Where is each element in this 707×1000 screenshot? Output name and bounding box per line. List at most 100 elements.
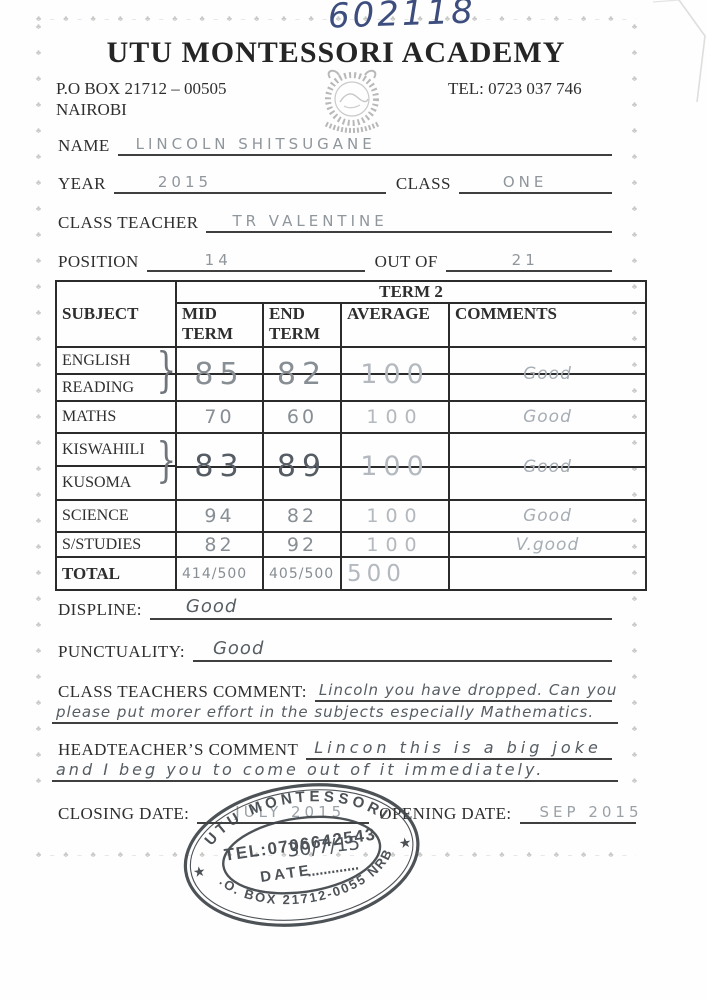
opening-date-line: SEP 2015 xyxy=(519,796,639,824)
head-comment-line2: and I beg you to come out of it immediat… xyxy=(52,754,618,782)
out-of-value: 21 xyxy=(511,251,539,269)
displine-line: Good xyxy=(149,592,612,620)
table-row: MATHS 70 60 100 Good xyxy=(55,400,647,434)
displine-label: DISPLINE: xyxy=(58,600,142,619)
table-row: READING xyxy=(55,373,646,402)
school-crest-icon xyxy=(324,69,380,133)
class-comment-label: CLASS TEACHERS COMMENT: xyxy=(58,682,307,701)
column-header-comments: COMMENTS xyxy=(448,302,647,348)
column-header-end-term: END TERM xyxy=(262,302,342,348)
table-row: ENGLISH } 85 82 100 Good xyxy=(55,344,647,402)
school-po-box: P.O BOX 21712 – 00505 xyxy=(56,79,227,98)
mark-sstudies-average: 100 xyxy=(340,531,450,558)
subject-total: TOTAL xyxy=(55,556,177,591)
stamp-star-right-icon: ★ xyxy=(398,836,413,853)
border-ornament-left: ♣♣♣♣♣♣♣♣♣♣♣♣♣♣♣♣♣♣♣♣♣♣♣♣♣♣♣♣♣♣ xyxy=(34,22,43,802)
table-row: MID TERM END TERM AVERAGE COMMENTS xyxy=(56,302,647,348)
serial-number: 602118 xyxy=(327,0,477,37)
name-label: NAME xyxy=(58,136,110,155)
subject-maths: MATHS xyxy=(55,400,177,434)
class-comment-row2: please put morer effort in the subjects … xyxy=(52,698,618,724)
subject-kusoma: KUSOMA xyxy=(55,465,177,501)
class-teacher-line: TR VALENTINE xyxy=(206,205,612,233)
marks-table: SUBJECT TERM 2 MID TERM END TERM AVERAGE… xyxy=(55,280,647,591)
comment-english-reading: Good xyxy=(448,346,647,402)
class-comment-row: CLASS TEACHERS COMMENT: Lincoln you have… xyxy=(58,674,616,702)
year-class-row: YEAR 2015 CLASS ONE xyxy=(58,168,612,194)
mark-english-reading-average: 100 xyxy=(340,346,450,402)
position-line: 14 xyxy=(146,244,365,272)
mark-kiswahili-kusoma-average: 100 xyxy=(340,432,450,501)
comment-kiswahili-kusoma: Good xyxy=(448,432,647,501)
mark-maths-mid: 70 xyxy=(175,400,264,434)
table-row: SUBJECT TERM 2 xyxy=(55,280,647,348)
subject-kiswahili: KISWAHILI } xyxy=(55,432,177,486)
table-row: S/STUDIES 82 92 100 V.good xyxy=(55,531,647,558)
rubber-stamp: UTU MONTESSORI P.O. BOX 21712-0055 NRB T… xyxy=(162,756,435,951)
out-of-line: 21 xyxy=(445,244,612,272)
school-city: NAIROBI xyxy=(56,100,127,119)
mark-kiswahili-kusoma-mid: 83 xyxy=(175,432,264,501)
mark-english-reading-mid: 85 xyxy=(175,346,264,402)
mark-total-mid: 414/500 xyxy=(175,556,264,591)
mark-kiswahili-kusoma-end: 89 xyxy=(262,432,342,501)
handwritten-brace: } xyxy=(156,432,177,488)
class-line: ONE xyxy=(458,166,612,194)
opening-date-label: OPENING DATE: xyxy=(379,804,512,823)
head-comment-line1: Lincon this is a big joke xyxy=(306,732,612,760)
position-value: 14 xyxy=(204,251,232,269)
name-value: LINCOLN SHITSUGANE xyxy=(135,135,376,153)
head-comment-row: HEADTEACHER’S COMMENT Lincon this is a b… xyxy=(58,734,612,760)
class-teacher-label: CLASS TEACHER xyxy=(58,213,199,232)
subject-sstudies: S/STUDIES xyxy=(55,531,177,558)
table-row: TOTAL 414/500 405/500 500 xyxy=(55,556,647,591)
position-row: POSITION 14 OUT OF 21 xyxy=(58,246,612,272)
name-line: LINCOLN SHITSUGANE xyxy=(117,128,612,156)
subject-english: ENGLISH } xyxy=(55,344,177,396)
year-line: 2015 xyxy=(113,166,386,194)
head-comment-value-line2: and I beg you to come out of it immediat… xyxy=(56,760,545,779)
class-comment-value-line1: Lincoln you have dropped. Can you xyxy=(318,681,618,699)
column-header-average: AVERAGE xyxy=(340,302,450,348)
school-name: UTU MONTESSORI ACADEMY xyxy=(106,36,566,69)
head-comment-row2: and I beg you to come out of it immediat… xyxy=(52,756,618,782)
column-header-subject: SUBJECT xyxy=(55,280,177,348)
mark-sstudies-mid: 82 xyxy=(175,531,264,558)
school-telephone: TEL: 0723 037 746 xyxy=(448,79,582,98)
class-teacher-value: TR VALENTINE xyxy=(232,212,388,230)
class-label: CLASS xyxy=(395,174,451,193)
position-label: POSITION xyxy=(58,252,139,271)
year-label: YEAR xyxy=(58,174,106,193)
comment-maths: Good xyxy=(448,400,647,434)
displine-value: Good xyxy=(185,596,238,617)
mark-maths-average: 100 xyxy=(340,400,450,434)
punctuality-row: PUNCTUALITY: Good xyxy=(58,636,612,662)
punctuality-line: Good xyxy=(192,634,612,662)
displine-row: DISPLINE: Good xyxy=(58,594,612,620)
mark-total-average: 500 xyxy=(340,556,450,591)
head-comment-label: HEADTEACHER’S COMMENT xyxy=(58,740,299,759)
closing-date-label: CLOSING DATE: xyxy=(58,804,190,823)
comment-science: Good xyxy=(448,499,647,533)
column-header-mid-term: MID TERM xyxy=(175,302,264,348)
class-value: ONE xyxy=(502,173,548,191)
table-row: SCIENCE 94 82 100 Good xyxy=(55,499,647,533)
page-fold-artifact xyxy=(652,0,706,103)
class-comment-line2: please put morer effort in the subjects … xyxy=(52,696,618,724)
table-row: KUSOMA xyxy=(55,465,646,501)
class-teacher-row: CLASS TEACHER TR VALENTINE xyxy=(58,207,612,233)
class-comment-line1: Lincoln you have dropped. Can you xyxy=(314,674,616,702)
stamp-star-left-icon: ★ xyxy=(192,865,207,882)
class-comment-value-line2: please put morer effort in the subjects … xyxy=(56,703,595,721)
mark-maths-end: 60 xyxy=(262,400,342,434)
mark-total-end: 405/500 xyxy=(262,556,342,591)
mark-science-mid: 94 xyxy=(175,499,264,533)
mark-english-reading-end: 82 xyxy=(262,346,342,402)
out-of-label: OUT OF xyxy=(374,252,438,271)
mark-science-average: 100 xyxy=(340,499,450,533)
handwritten-brace: } xyxy=(156,342,177,398)
table-row: KISWAHILI } 83 89 100 Good xyxy=(55,432,647,501)
year-value: 2015 xyxy=(157,173,213,191)
term-header: TERM 2 xyxy=(175,280,647,304)
